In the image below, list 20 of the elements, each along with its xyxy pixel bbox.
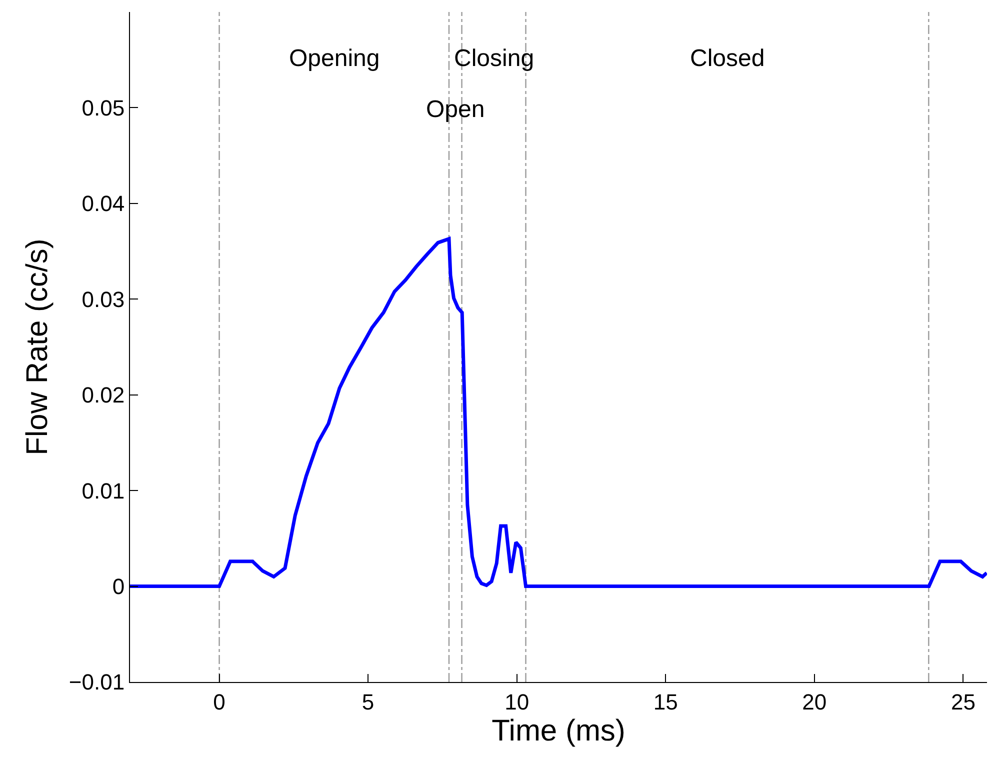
x-tick-label: 0 bbox=[213, 689, 226, 714]
annotation: Closed bbox=[690, 45, 765, 72]
y-tick-label: −0.01 bbox=[68, 670, 125, 695]
x-tick-label: 5 bbox=[362, 689, 374, 714]
x-tick-label: 20 bbox=[802, 689, 827, 714]
x-tick-label: 10 bbox=[504, 689, 530, 714]
y-tick-label: 0.04 bbox=[82, 191, 125, 216]
y-tick-label: 0.03 bbox=[82, 286, 125, 312]
annotation: Open bbox=[426, 96, 485, 123]
x-axis-title: Time (ms) bbox=[492, 714, 626, 748]
annotation: Opening bbox=[289, 45, 380, 72]
y-axis-title: Flow Rate (cc/s) bbox=[20, 238, 54, 456]
y-tick-label: 0.05 bbox=[82, 95, 125, 120]
y-tick-label: 0.01 bbox=[82, 478, 125, 504]
annotation: Closing bbox=[454, 45, 534, 72]
x-tick-label: 25 bbox=[950, 689, 976, 714]
y-tick-label: 0 bbox=[112, 574, 125, 599]
x-tick-label: 15 bbox=[653, 689, 678, 714]
y-tick-label: 0.02 bbox=[82, 382, 125, 408]
line-series bbox=[130, 237, 987, 588]
